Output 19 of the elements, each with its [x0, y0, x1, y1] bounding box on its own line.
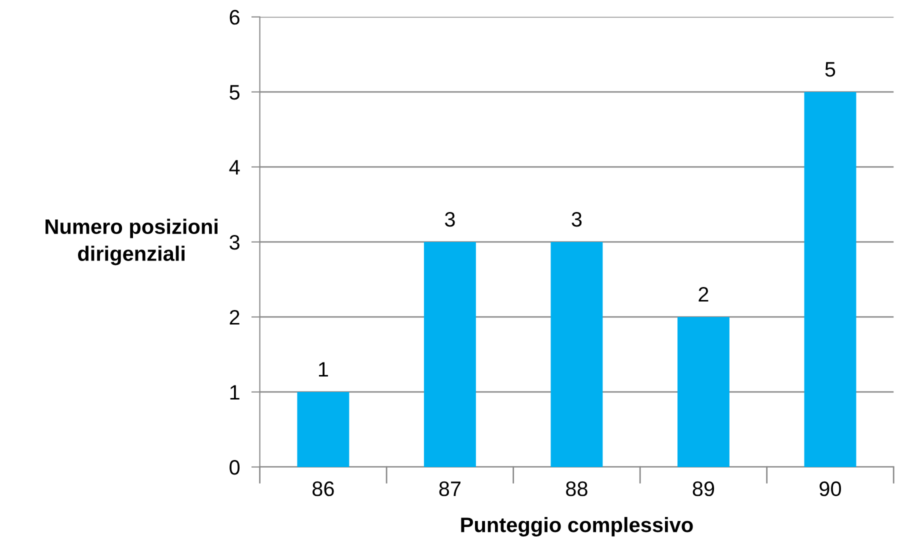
- x-tick-label: 89: [692, 481, 714, 496]
- y-tick-label: 2: [230, 310, 240, 325]
- y-tick-label: 0: [230, 460, 240, 475]
- x-axis-title: Punteggio complessivo: [461, 516, 693, 536]
- y-tick-label: 3: [230, 234, 240, 250]
- y-tick-label: 5: [230, 85, 240, 100]
- y-tick-label: 6: [230, 10, 240, 25]
- y-axis-title: Numero posizioni dirigenziali: [46, 218, 218, 266]
- x-tick-label: 86: [312, 481, 334, 496]
- data-label: 5: [825, 62, 836, 77]
- x-tick-label: 90: [820, 481, 841, 496]
- x-tick-label: 87: [439, 481, 460, 496]
- data-label: 3: [444, 212, 455, 227]
- data-label: 2: [698, 286, 708, 302]
- x-tick-label: 88: [566, 481, 588, 496]
- data-label: 3: [572, 212, 582, 227]
- y-tick-label: 1: [230, 385, 240, 400]
- data-label: 1: [318, 362, 328, 377]
- y-tick-label: 4: [229, 160, 240, 174]
